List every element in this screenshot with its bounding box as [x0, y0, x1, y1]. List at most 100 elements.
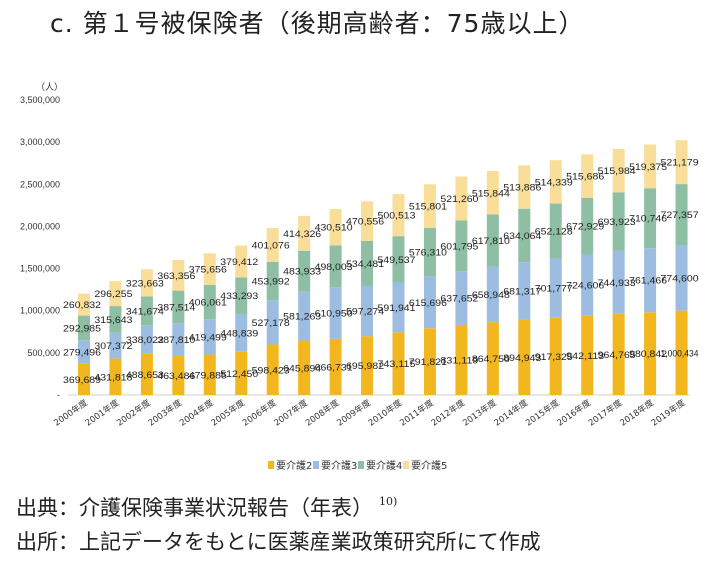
bar-segment: [644, 188, 657, 249]
x-tick-label: 2005年度: [209, 397, 247, 428]
source-note: 出所：上記データをもとに医薬産業政策研究所にて作成: [16, 530, 541, 554]
data-label: 1,000,434: [661, 348, 699, 359]
data-label: 463,486: [157, 371, 195, 382]
bar-segment: [455, 176, 468, 221]
data-label: 453,992: [252, 276, 290, 287]
bar-segment: [235, 351, 248, 395]
bar-segment: [549, 160, 562, 204]
data-label: 534,481: [346, 259, 384, 270]
x-tick-label: 2000年度: [52, 397, 90, 428]
data-label: 515,801: [409, 202, 447, 213]
bar-segment: [518, 262, 531, 320]
data-label: 681,317: [503, 286, 541, 297]
bar-segment: [235, 313, 248, 352]
bar-segment: [140, 353, 153, 395]
legend-swatch: [403, 461, 409, 469]
data-label: 527,178: [252, 318, 290, 329]
data-label: 591,941: [378, 303, 416, 314]
x-tick-label: 2002年度: [115, 397, 153, 428]
bar-segment: [109, 358, 122, 395]
x-tick-label: 2013年度: [461, 397, 499, 428]
bar-segment: [109, 332, 122, 359]
bar-segment: [549, 203, 562, 259]
x-tick-label: 2007年度: [272, 397, 310, 428]
bar-segment: [78, 340, 90, 364]
bar-segment: [329, 245, 342, 288]
bar-segment: [266, 344, 279, 395]
bar-segment: [612, 148, 625, 193]
x-tick-label: 2001年度: [83, 397, 121, 428]
x-tick-label: 2017年度: [586, 397, 624, 428]
bar-segment: [361, 285, 374, 337]
data-label: 375,656: [189, 265, 227, 276]
data-label: 500,513: [378, 211, 416, 222]
data-label: 498,003: [315, 262, 353, 273]
y-tick-label: -: [57, 390, 60, 400]
bar-segment: [675, 184, 688, 246]
data-label: 980,842: [629, 349, 667, 360]
bar-segment: [266, 261, 279, 301]
bar-segment: [78, 293, 90, 316]
x-tick-label: 2011年度: [398, 397, 436, 428]
bar-segment: [235, 277, 248, 314]
bar-segment: [581, 254, 594, 316]
x-tick-label: 2016年度: [555, 397, 593, 428]
bar-segment: [172, 355, 185, 395]
bar-segment: [172, 259, 185, 291]
bar-segment: [203, 319, 216, 355]
bar-segment: [423, 328, 436, 395]
bar-segment: [266, 228, 279, 262]
data-label: 479,885: [189, 370, 227, 381]
data-label: 917,325: [535, 352, 573, 363]
bar-segment: [392, 236, 405, 283]
bar-segment: [675, 310, 688, 395]
bar-segment: [581, 197, 594, 255]
bar-segment: [392, 193, 405, 237]
data-label: 401,076: [252, 240, 290, 251]
legend-swatch: [358, 461, 364, 469]
data-label: 338,022: [126, 335, 164, 346]
data-label: 341,674: [126, 306, 164, 317]
bar-segment: [140, 325, 153, 354]
x-tick-label: 2010年度: [366, 397, 404, 428]
legend-label: 要介護2: [276, 459, 312, 472]
data-label: 514,339: [535, 177, 573, 188]
bar-segment: [423, 227, 436, 277]
bar-segment: [612, 313, 625, 395]
bar-segment: [518, 208, 531, 263]
data-label: 379,412: [220, 257, 258, 268]
bar-segment: [109, 306, 122, 333]
x-tick-label: 2006年度: [240, 397, 278, 428]
bar-segment: [235, 245, 248, 278]
data-label: 387,514: [157, 302, 195, 313]
data-label: 774,600: [661, 274, 699, 285]
legend-swatch: [268, 461, 274, 469]
legend-label: 要介護3: [321, 459, 357, 472]
data-label: 414,326: [283, 229, 321, 240]
x-axis: 2000年度2001年度2002年度2003年度2004年度2005年度2006…: [52, 397, 688, 428]
y-tick-label: 3,500,000: [20, 95, 60, 105]
x-tick-label: 2014年度: [492, 397, 530, 428]
y-axis-unit-label: （人）: [36, 82, 63, 92]
y-tick-label: 500,000: [27, 348, 60, 358]
data-label: 515,984: [598, 166, 636, 177]
data-label: 419,499: [189, 332, 227, 343]
bar-segment: [392, 332, 405, 395]
data-label: 307,372: [94, 341, 132, 352]
bar-segment: [329, 209, 342, 246]
bar-segment: [172, 323, 185, 356]
bar-segment: [361, 336, 374, 395]
y-tick-label: 2,000,000: [20, 221, 60, 231]
source-text: 出典：介護保険事業状況報告（年表）: [16, 496, 373, 520]
bar-segment: [203, 284, 216, 320]
data-label: 260,832: [63, 300, 101, 311]
bar-segment: [486, 322, 499, 395]
x-tick-label: 2008年度: [303, 397, 341, 428]
data-label: 645,894: [283, 363, 321, 374]
bar-segment: [203, 354, 216, 395]
bar-segment: [612, 250, 625, 314]
data-label: 634,064: [503, 231, 541, 242]
data-label: 549,537: [378, 255, 416, 266]
bar-segment: [78, 315, 90, 341]
bar-segment: [455, 271, 468, 325]
